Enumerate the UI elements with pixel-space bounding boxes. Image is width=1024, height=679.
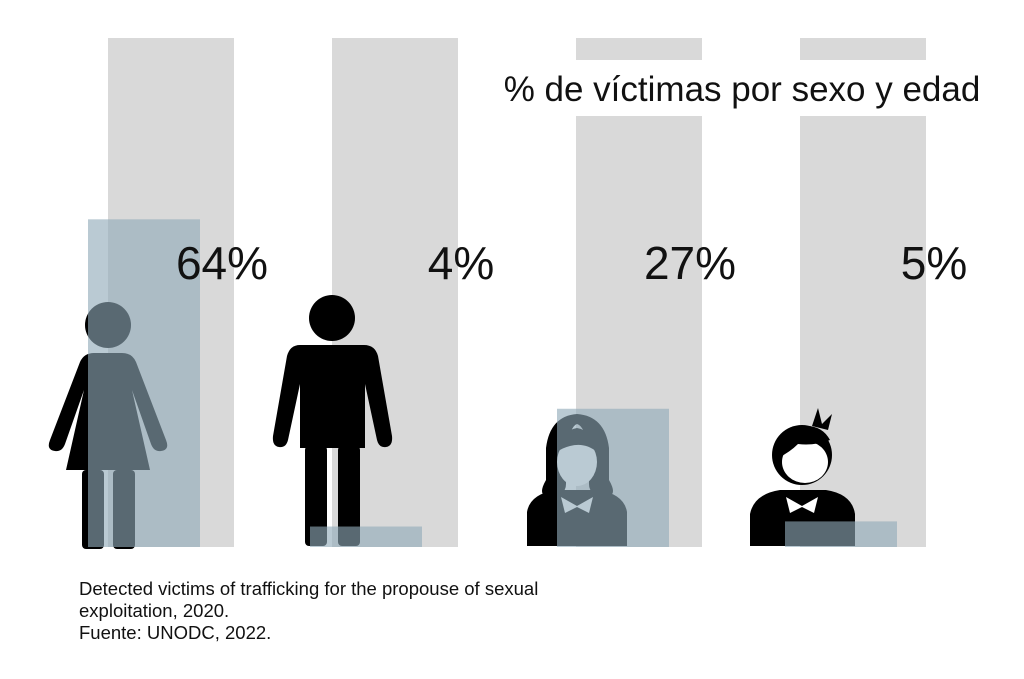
caption: Detected victims of trafficking for the … <box>79 578 679 644</box>
bar-4 <box>785 521 897 547</box>
value-label-1: 64% <box>176 237 268 289</box>
caption-line-2: exploitation, 2020. <box>79 600 230 621</box>
caption-line-3: Fuente: UNODC, 2022. <box>79 622 272 643</box>
bar-group <box>88 219 897 547</box>
value-label-3: 27% <box>644 237 736 289</box>
value-label-4: 5% <box>901 237 967 289</box>
man-icon <box>272 295 393 546</box>
chart-title: % de víctimas por sexo y edad <box>504 70 981 109</box>
value-label-group: 64% 4% 27% 5% <box>176 237 967 289</box>
title-background <box>475 60 1015 116</box>
bar-3 <box>557 408 669 547</box>
bar-2 <box>310 526 422 547</box>
bar-1 <box>88 219 200 547</box>
value-label-2: 4% <box>428 237 494 289</box>
caption-line-1: Detected victims of trafficking for the … <box>79 578 539 599</box>
